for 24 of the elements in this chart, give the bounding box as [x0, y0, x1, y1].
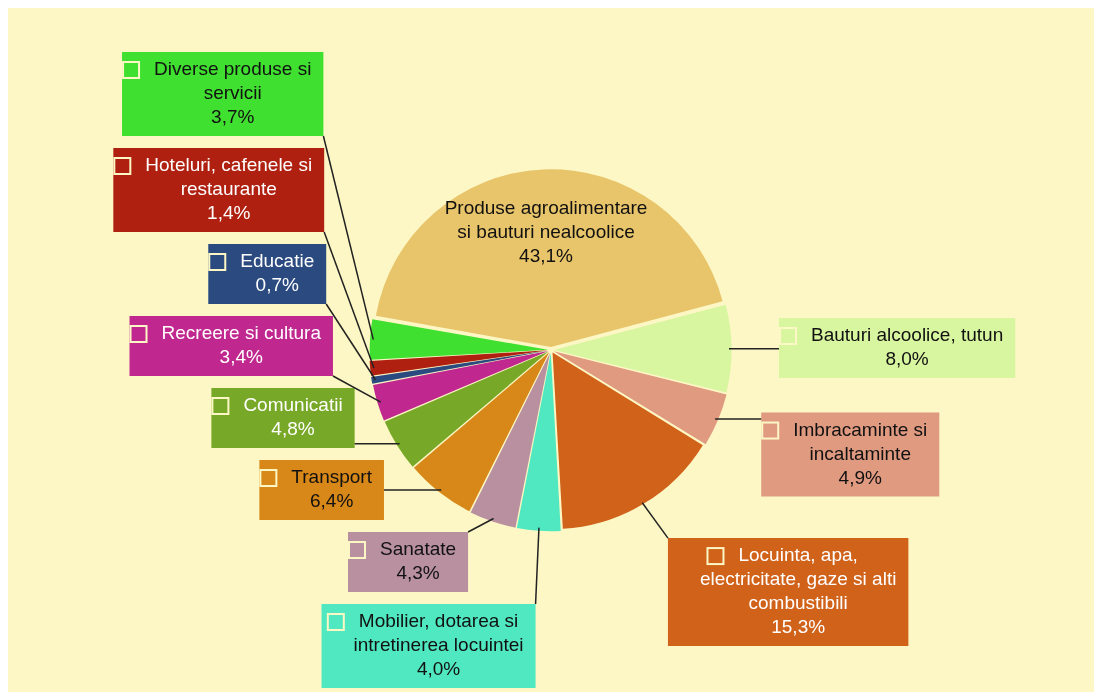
- data-label: 3,7%: [211, 106, 255, 128]
- data-label: 4,9%: [838, 466, 883, 488]
- legend-label: Diverse produse si servicii: [154, 58, 312, 104]
- legend-label: Locuinta, apa, electricitate, gaze si alti combustibili: [699, 544, 897, 614]
- legend-label: Bauturi alcoolice, tutun: [810, 324, 1004, 346]
- legend-label: Recreere si cultura: [161, 322, 322, 344]
- data-label: 4,8%: [271, 418, 315, 440]
- legend-label: Transport: [291, 466, 373, 488]
- data-label: 8,0%: [885, 348, 929, 370]
- legend-label: Educatie: [240, 250, 315, 272]
- legend-label: Comunicatii: [243, 394, 343, 416]
- data-label: 43,1%: [519, 244, 574, 266]
- data-label: 15,3%: [771, 616, 826, 638]
- data-label: 6,4%: [310, 490, 354, 512]
- data-label: 0,7%: [255, 274, 299, 296]
- legend-label: Sanatate: [380, 538, 457, 560]
- data-label: 4,0%: [416, 658, 461, 680]
- data-label: 1,4%: [207, 202, 251, 224]
- legend-label: Imbracaminte si incaltaminte: [793, 418, 928, 464]
- data-label: 4,3%: [396, 562, 440, 584]
- legend-label: Mobilier, dotarea si intretinerea locuintei: [353, 610, 524, 656]
- legend-label: Hoteluri, cafenele si restaurante: [145, 154, 313, 200]
- data-label: 3,4%: [219, 346, 263, 368]
- slice-label: Produse agroalimentare si bauturi nealcoolice: [444, 196, 648, 242]
